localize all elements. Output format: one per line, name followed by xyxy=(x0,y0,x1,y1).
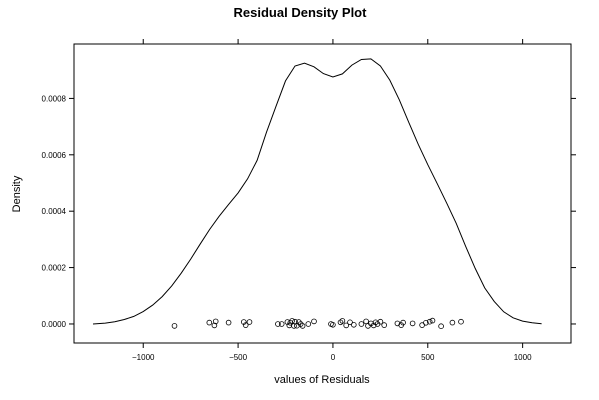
residual-point xyxy=(409,320,416,327)
residual-point xyxy=(370,322,377,329)
residual-point xyxy=(426,318,433,325)
residual-point xyxy=(241,319,247,325)
residual-point xyxy=(275,321,281,327)
x-tick-label: −500 xyxy=(229,353,248,362)
residual-point xyxy=(246,319,253,325)
residual-point xyxy=(449,319,456,326)
x-tick-label: 1000 xyxy=(514,353,532,362)
x-tick-label: 0 xyxy=(331,353,336,362)
residual-point xyxy=(343,322,350,329)
residual-point xyxy=(330,321,336,328)
residual-point xyxy=(171,323,178,329)
chart-title: Residual Density Plot xyxy=(234,5,368,20)
residual-point xyxy=(377,318,384,325)
residual-point xyxy=(363,318,369,325)
residual-point xyxy=(423,319,429,326)
plot-frame xyxy=(73,43,572,344)
residual-point xyxy=(347,319,353,326)
residual-point xyxy=(311,318,317,325)
y-tick-label: 0.0002 xyxy=(42,264,67,273)
residual-point xyxy=(339,318,346,324)
x-axis-label: values of Residuals xyxy=(274,374,370,386)
residual-point xyxy=(206,319,213,326)
residual-point xyxy=(242,322,249,328)
y-tick-label: 0.0008 xyxy=(42,94,67,103)
y-tick-label: 0.0000 xyxy=(42,320,67,329)
x-tick-label: 500 xyxy=(421,353,435,362)
residual-points xyxy=(171,317,464,330)
residual-point xyxy=(211,322,218,329)
density-curve xyxy=(92,58,542,325)
x-tick-label: −1000 xyxy=(132,353,155,362)
y-tick-label: 0.0004 xyxy=(42,207,67,216)
y-axis-label: Density xyxy=(11,175,23,212)
residual-point xyxy=(400,319,406,326)
residual-point xyxy=(429,317,436,324)
residual-point xyxy=(278,321,285,327)
residual-point xyxy=(350,321,357,328)
residual-point xyxy=(358,321,365,327)
residual-point xyxy=(291,323,297,329)
residual-point xyxy=(297,321,304,327)
axis-ticks: −1000 −500 0 500 1000 0.0000 0.0002 0.0004 0.000… xyxy=(42,39,576,362)
y-tick-label: 0.0006 xyxy=(42,151,67,160)
residual-point xyxy=(381,322,388,328)
residual-point xyxy=(225,319,232,326)
residual-point xyxy=(299,323,306,329)
residual-point xyxy=(305,321,312,327)
residual-point xyxy=(212,318,219,325)
residual-point xyxy=(438,323,444,330)
residual-point xyxy=(289,318,295,324)
residual-point xyxy=(458,318,464,325)
